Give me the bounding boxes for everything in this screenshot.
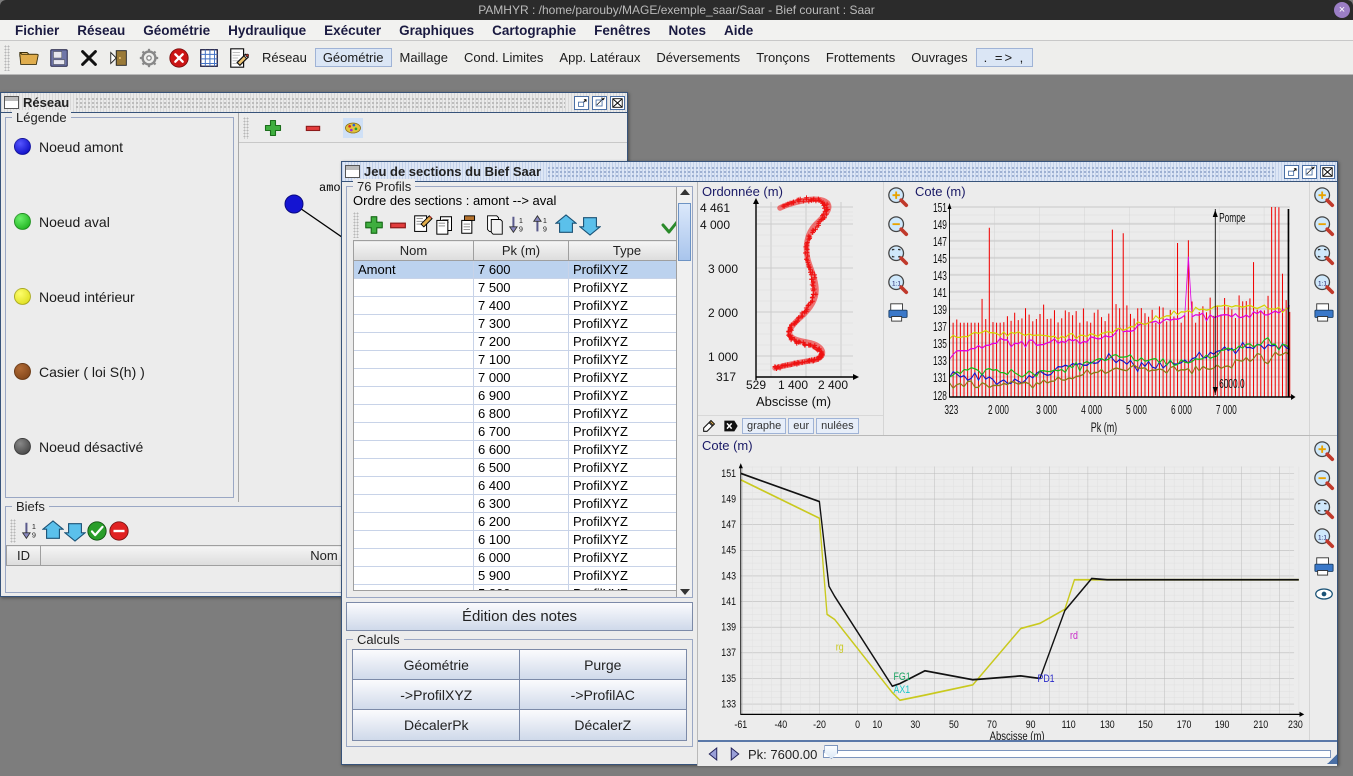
svg-text:135: 135	[933, 337, 947, 351]
svg-text:149: 149	[721, 494, 736, 506]
svg-text:7 000: 7 000	[1216, 403, 1237, 417]
svg-text:-20: -20	[813, 719, 826, 731]
svg-text:143: 143	[721, 570, 736, 582]
svg-text:210: 210	[1253, 719, 1268, 731]
svg-text:317: 317	[716, 370, 736, 384]
svg-text:50: 50	[949, 719, 959, 731]
svg-text:10: 10	[872, 719, 882, 731]
svg-text:130: 130	[1100, 719, 1115, 731]
svg-text:170: 170	[1177, 719, 1192, 731]
svg-text:4 000: 4 000	[700, 218, 730, 232]
svg-text:323: 323	[944, 403, 958, 417]
svg-text:2 000: 2 000	[708, 306, 738, 320]
svg-text:9: 9	[519, 224, 523, 233]
svg-text:FG1: FG1	[894, 671, 912, 683]
svg-text:151: 151	[933, 201, 947, 215]
svg-text:135: 135	[721, 673, 736, 685]
svg-text:529: 529	[746, 378, 766, 392]
svg-text:4 461: 4 461	[700, 201, 730, 215]
svg-text:147: 147	[933, 235, 947, 249]
svg-text:139: 139	[721, 622, 736, 634]
svg-text:1 000: 1 000	[708, 350, 738, 364]
svg-text:190: 190	[1215, 719, 1230, 731]
svg-text:145: 145	[721, 545, 736, 557]
svg-text:4 000: 4 000	[1081, 403, 1102, 417]
svg-text:2 000: 2 000	[988, 403, 1009, 417]
svg-text:149: 149	[933, 218, 947, 232]
svg-text:AX1: AX1	[894, 684, 911, 696]
svg-text:230: 230	[1288, 719, 1303, 731]
svg-text:Abscisse (m): Abscisse (m)	[756, 394, 831, 409]
svg-text:rg: rg	[836, 641, 844, 653]
svg-text:139: 139	[933, 303, 947, 317]
svg-text:137: 137	[721, 647, 736, 659]
svg-text:133: 133	[721, 699, 736, 711]
svg-text:2 400: 2 400	[818, 378, 848, 392]
svg-text:141: 141	[721, 596, 736, 608]
svg-text:3 000: 3 000	[1036, 403, 1057, 417]
svg-text:137: 137	[933, 320, 947, 334]
svg-text:147: 147	[721, 519, 736, 531]
svg-text:133: 133	[933, 354, 947, 368]
svg-text:151: 151	[721, 468, 736, 480]
svg-text:rd: rd	[1070, 630, 1078, 642]
svg-text:30: 30	[910, 719, 920, 731]
svg-text:Pompe: Pompe	[1219, 211, 1245, 225]
svg-text:PD1: PD1	[1037, 673, 1055, 685]
svg-text:145: 145	[933, 252, 947, 266]
svg-text:9: 9	[32, 530, 36, 539]
svg-text:128: 128	[933, 389, 947, 403]
svg-text:110: 110	[1062, 719, 1076, 731]
svg-text:-40: -40	[774, 719, 787, 731]
svg-text:1 400: 1 400	[778, 378, 808, 392]
svg-text:6 000: 6 000	[1171, 403, 1192, 417]
svg-text:5 000: 5 000	[1126, 403, 1147, 417]
svg-text:9: 9	[543, 224, 547, 233]
svg-text:Pk (m): Pk (m)	[1091, 420, 1117, 435]
svg-text:143: 143	[933, 269, 947, 283]
svg-text:Abscisse (m): Abscisse (m)	[990, 730, 1045, 740]
svg-text:3 000: 3 000	[708, 262, 738, 276]
svg-text:150: 150	[1138, 719, 1153, 731]
svg-text:131: 131	[933, 371, 947, 385]
svg-text:-61: -61	[734, 719, 747, 731]
svg-text:0: 0	[855, 719, 860, 731]
svg-text:141: 141	[933, 286, 947, 300]
svg-text:6000.0: 6000.0	[1219, 377, 1244, 391]
